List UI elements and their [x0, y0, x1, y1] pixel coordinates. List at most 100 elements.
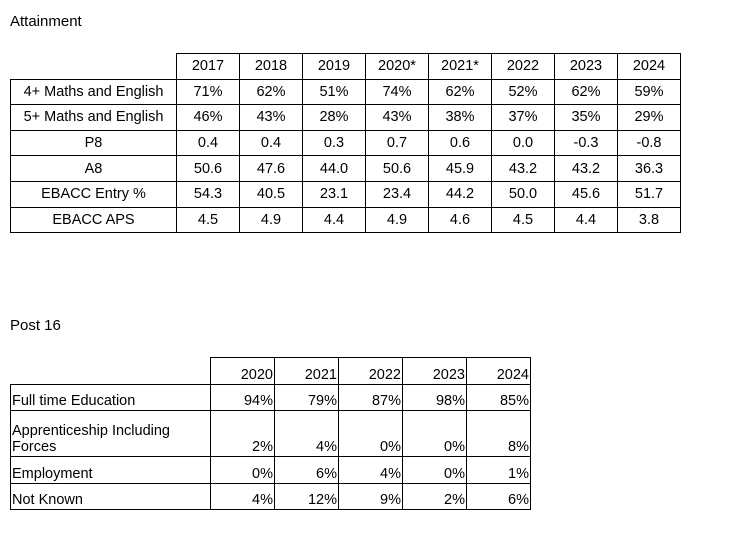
- attainment-heading: Attainment: [10, 13, 82, 30]
- year-header: 2021*: [428, 53, 492, 80]
- value-cell: 6%: [274, 456, 339, 484]
- year-header: 2022: [338, 357, 403, 385]
- value-cell: 43.2: [491, 155, 555, 182]
- value-cell: 35%: [554, 104, 618, 131]
- table-row: EBACC Entry % 54.3 40.5 23.1 23.4 44.2 5…: [10, 180, 681, 208]
- value-cell: 2%: [210, 410, 275, 458]
- value-cell: 59%: [617, 78, 681, 106]
- value-cell: 43%: [365, 104, 429, 131]
- value-cell: 29%: [617, 104, 681, 131]
- value-cell: 4.4: [302, 206, 366, 234]
- year-header: 2023: [402, 357, 467, 385]
- header-blank-cell: [10, 357, 211, 385]
- value-cell: 4.9: [239, 206, 303, 234]
- table-row: 4+ Maths and English 71% 62% 51% 74% 62%…: [10, 78, 681, 106]
- post16-header-row: 2020 2021 2022 2023 2024: [10, 357, 531, 385]
- value-cell: 4.4: [554, 206, 618, 234]
- value-cell: 0%: [210, 456, 275, 484]
- value-cell: 71%: [176, 78, 240, 106]
- post16-heading: Post 16: [10, 317, 61, 334]
- value-cell: 62%: [554, 78, 618, 106]
- table-row: Not Known 4% 12% 9% 2% 6%: [10, 482, 531, 511]
- row-label-line: Forces: [12, 439, 57, 456]
- value-cell: 50.0: [491, 180, 555, 208]
- table-row: EBACC APS 4.5 4.9 4.4 4.9 4.6 4.5 4.4 3.…: [10, 206, 681, 234]
- value-cell: 0.3: [302, 129, 366, 157]
- value-cell: 0.4: [176, 129, 240, 157]
- year-header: 2018: [239, 53, 303, 80]
- value-cell: 62%: [428, 78, 492, 106]
- attainment-header-row: 2017 2018 2019 2020* 2021* 2022 2023 202…: [10, 53, 681, 80]
- value-cell: 23.1: [302, 180, 366, 208]
- table-row: Apprenticeship Including Forces 2% 4% 0% …: [10, 410, 531, 458]
- value-cell: 3.8: [617, 206, 681, 234]
- value-cell: 0.4: [239, 129, 303, 157]
- value-cell: 44.2: [428, 180, 492, 208]
- value-cell: 85%: [466, 383, 531, 412]
- row-label: 4+ Maths and English: [10, 78, 177, 106]
- value-cell: 12%: [274, 482, 339, 511]
- value-cell: 40.5: [239, 180, 303, 208]
- value-cell: 6%: [466, 482, 531, 511]
- header-blank-cell: [10, 53, 177, 80]
- value-cell: 28%: [302, 104, 366, 131]
- value-cell: 51%: [302, 78, 366, 106]
- row-label-line: Apprenticeship Including: [12, 423, 170, 440]
- value-cell: 62%: [239, 78, 303, 106]
- value-cell: 45.6: [554, 180, 618, 208]
- value-cell: 0%: [402, 410, 467, 458]
- value-cell: 1%: [466, 456, 531, 484]
- table-row: Full time Education 94% 79% 87% 98% 85%: [10, 383, 531, 412]
- value-cell: 4.9: [365, 206, 429, 234]
- value-cell: 4.5: [491, 206, 555, 234]
- value-cell: 8%: [466, 410, 531, 458]
- value-cell: 4%: [274, 410, 339, 458]
- year-header: 2021: [274, 357, 339, 385]
- value-cell: 98%: [402, 383, 467, 412]
- value-cell: 38%: [428, 104, 492, 131]
- row-label: A8: [10, 155, 177, 182]
- value-cell: 50.6: [365, 155, 429, 182]
- value-cell: 0%: [402, 456, 467, 484]
- value-cell: 43%: [239, 104, 303, 131]
- table-row: P8 0.4 0.4 0.3 0.7 0.6 0.0 -0.3 -0.8: [10, 129, 681, 157]
- value-cell: 50.6: [176, 155, 240, 182]
- value-cell: -0.8: [617, 129, 681, 157]
- value-cell: 0.6: [428, 129, 492, 157]
- row-label: Employment: [10, 456, 211, 484]
- year-header: 2020*: [365, 53, 429, 80]
- table-row: Employment 0% 6% 4% 0% 1%: [10, 456, 531, 484]
- post16-table: 2020 2021 2022 2023 2024 Full time Educa…: [10, 357, 531, 511]
- value-cell: 4.6: [428, 206, 492, 234]
- value-cell: 0.0: [491, 129, 555, 157]
- year-header: 2024: [466, 357, 531, 385]
- year-header: 2020: [210, 357, 275, 385]
- year-header: 2022: [491, 53, 555, 80]
- value-cell: 87%: [338, 383, 403, 412]
- row-label: P8: [10, 129, 177, 157]
- row-label: Full time Education: [10, 383, 211, 412]
- value-cell: 47.6: [239, 155, 303, 182]
- value-cell: 54.3: [176, 180, 240, 208]
- value-cell: 52%: [491, 78, 555, 106]
- year-header: 2023: [554, 53, 618, 80]
- value-cell: 43.2: [554, 155, 618, 182]
- value-cell: 37%: [491, 104, 555, 131]
- value-cell: 4%: [338, 456, 403, 484]
- value-cell: 79%: [274, 383, 339, 412]
- value-cell: 9%: [338, 482, 403, 511]
- year-header: 2017: [176, 53, 240, 80]
- value-cell: 4%: [210, 482, 275, 511]
- value-cell: 94%: [210, 383, 275, 412]
- value-cell: 23.4: [365, 180, 429, 208]
- value-cell: 0.7: [365, 129, 429, 157]
- value-cell: 2%: [402, 482, 467, 511]
- row-label: Apprenticeship Including Forces: [10, 410, 211, 458]
- table-row: A8 50.6 47.6 44.0 50.6 45.9 43.2 43.2 36…: [10, 155, 681, 182]
- attainment-table: 2017 2018 2019 2020* 2021* 2022 2023 202…: [10, 53, 681, 234]
- row-label: EBACC Entry %: [10, 180, 177, 208]
- value-cell: 46%: [176, 104, 240, 131]
- year-header: 2024: [617, 53, 681, 80]
- value-cell: 74%: [365, 78, 429, 106]
- row-label: EBACC APS: [10, 206, 177, 234]
